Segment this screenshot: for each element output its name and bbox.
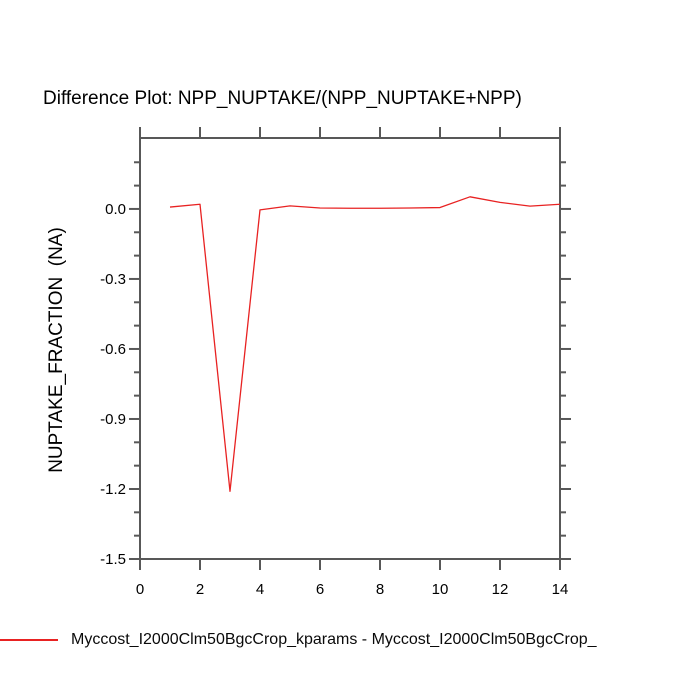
plot-frame — [139, 137, 561, 560]
x-tick-label: 8 — [376, 581, 384, 598]
x-tick-label: 6 — [316, 581, 324, 598]
legend: Myccost_I2000Clm50BgcCrop_kparams - Mycc… — [0, 628, 700, 656]
y-tick-label: -0.3 — [100, 271, 126, 288]
legend-label: Myccost_I2000Clm50BgcCrop_kparams - Mycc… — [71, 631, 597, 648]
x-tick-label: 12 — [492, 581, 509, 598]
y-tick-label: -0.9 — [100, 411, 126, 428]
legend-line-swatch — [0, 639, 58, 641]
data-line — [169, 196, 561, 492]
x-tick-label: 10 — [432, 581, 449, 598]
y-tick-label: -0.6 — [100, 341, 126, 358]
y-tick-label: 0.0 — [105, 201, 126, 218]
chart-title: Difference Plot: NPP_NUPTAKE/(NPP_NUPTAK… — [43, 88, 522, 109]
x-tick-label: 4 — [256, 581, 264, 598]
x-tick-label: 0 — [136, 581, 144, 598]
x-tick-label: 2 — [196, 581, 204, 598]
x-tick-label: 14 — [552, 581, 569, 598]
y-tick-label: -1.2 — [100, 481, 126, 498]
y-tick-label: -1.5 — [100, 551, 126, 568]
